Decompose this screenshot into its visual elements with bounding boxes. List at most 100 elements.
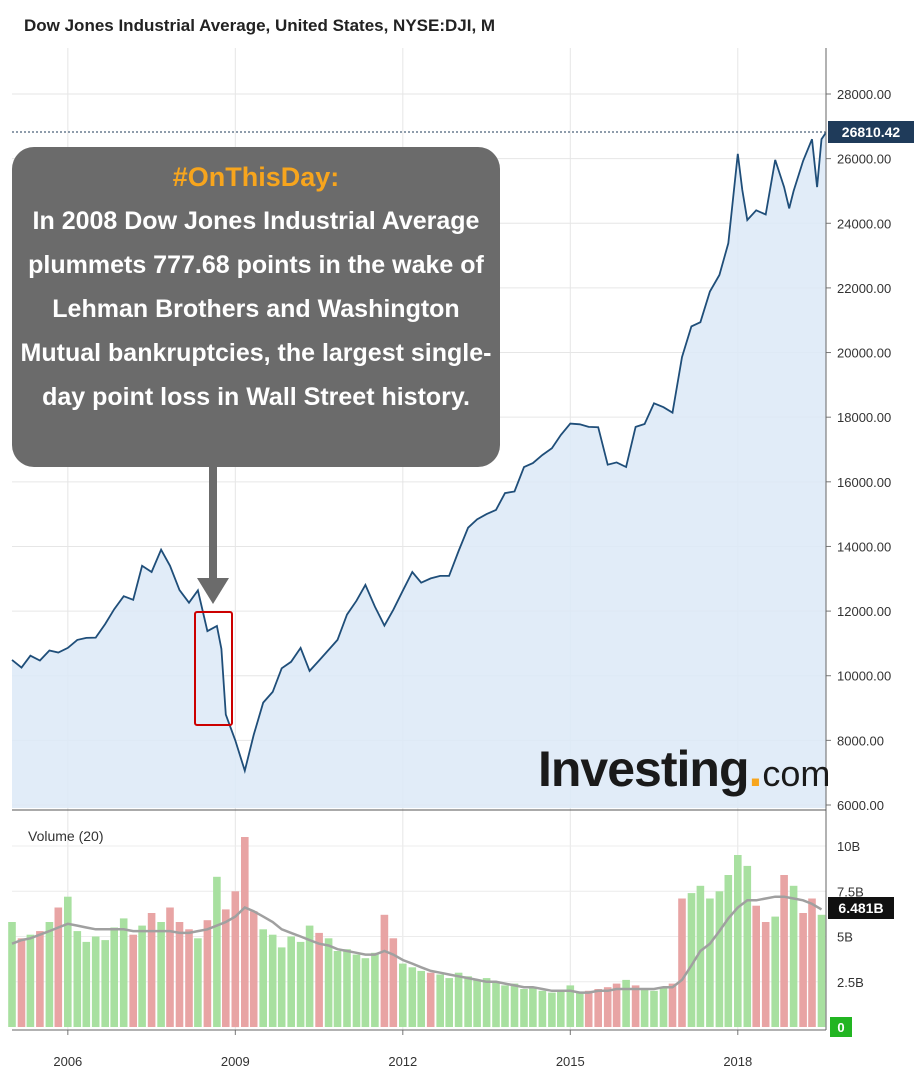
price-tick-label: 26000.00 [837,152,891,167]
volume-bar [687,893,696,1027]
volume-bar [129,934,137,1027]
volume-bar [249,911,258,1027]
volume-bar [743,865,752,1027]
last-price-badge: 26810.42 [828,121,914,143]
volume-bar [138,925,146,1027]
volume-bar [631,985,640,1027]
volume-bar [352,954,361,1027]
volume-moving-average [11,895,823,994]
volume-bar [315,932,323,1027]
volume-bar [789,885,798,1027]
volume-bar [752,905,760,1027]
volume-bar [576,992,584,1027]
volume-bar [194,938,202,1027]
volume-bar [715,891,724,1028]
price-tick-label: 8000.00 [837,733,884,748]
volume-bar [166,907,174,1027]
volume-bar [603,987,612,1027]
volume-bar [343,949,351,1027]
volume-bar [213,876,221,1027]
price-line [11,131,827,775]
volume-bar [380,914,389,1027]
volume-bar [8,922,16,1027]
volume-tick-label: 2.5B [837,975,864,990]
volume-bar [520,989,528,1027]
volume-bar [538,990,547,1027]
volume-bar [324,938,333,1027]
volume-bar [724,875,733,1027]
volume-bar [734,855,742,1027]
volume-bar [799,913,807,1027]
logo-main-text: Investing [538,741,749,797]
volume-bar [594,989,602,1027]
volume-bars [8,837,826,1028]
volume-tick-label: 10B [837,839,860,854]
volume-bar [668,983,677,1027]
volume-bar [771,916,779,1027]
price-tick-label: 28000.00 [837,87,891,102]
volume-bar [706,898,714,1027]
volume-bar [417,970,425,1027]
x-tick-label: 2009 [221,1054,250,1069]
volume-bar [678,898,686,1027]
volume-bar [454,972,463,1027]
volume-bar [91,936,100,1027]
volume-bar [101,940,109,1027]
volume-bar [45,922,54,1027]
volume-bar [584,990,593,1027]
volume-bar [761,922,770,1027]
price-tick-label: 22000.00 [837,281,891,296]
volume-zero-badge [830,1017,852,1037]
price-tick-label: 12000.00 [837,604,891,619]
volume-bar [389,938,398,1027]
volume-bar [473,979,481,1027]
price-tick-label: 24000.00 [837,216,891,231]
x-tick-label: 2015 [556,1054,585,1069]
volume-bar [185,929,193,1027]
volume-bar [203,920,212,1027]
callout-body: In 2008 Dow Jones Industrial Average plu… [20,207,492,411]
volume-bar [492,981,500,1028]
last-volume-value: 6.481B [838,900,883,916]
volume-bar [259,929,267,1027]
price-tick-label: 16000.00 [837,475,891,490]
volume-bar [408,967,417,1027]
volume-bar [529,987,537,1027]
x-tick-label: 2012 [388,1054,417,1069]
volume-bar [64,896,72,1027]
volume-bar [548,992,556,1027]
callout-heading: #OnThisDay: [172,162,340,192]
volume-bar [557,990,565,1027]
volume-bar [119,918,128,1027]
volume-bar [175,922,184,1027]
volume-bar [305,925,314,1027]
volume-bar [222,909,230,1027]
callout-arrow-shaft [209,467,217,580]
volume-bar [622,979,630,1027]
volume-bar [808,898,816,1027]
volume-bar [399,963,407,1027]
volume-bar [26,934,35,1027]
volume-tick-label: 0 [837,1020,844,1035]
volume-bar [696,885,705,1027]
volume-tick-label: 5B [837,930,853,945]
x-tick-label: 2018 [723,1054,752,1069]
chart-title: Dow Jones Industrial Average, United Sta… [24,16,496,35]
logo-sub-text: com [762,753,831,794]
volume-bar [780,875,788,1027]
volume-bar [268,934,277,1027]
volume-bar [361,958,370,1027]
callout-arrow-head [197,578,229,604]
volume-bar [110,927,118,1027]
volume-bar [371,952,379,1027]
volume-bar [287,936,295,1027]
volume-bar [277,947,286,1027]
price-tick-label: 18000.00 [837,410,891,425]
volume-bar [566,985,575,1027]
logo-dot: . [748,741,763,797]
price-tick-label: 14000.00 [837,539,891,554]
on-this-day-callout: #OnThisDay: In 2008 Dow Jones Industrial… [12,147,500,467]
axes-layer [12,48,831,1035]
volume-bar [147,913,156,1027]
volume-bar [231,891,240,1028]
